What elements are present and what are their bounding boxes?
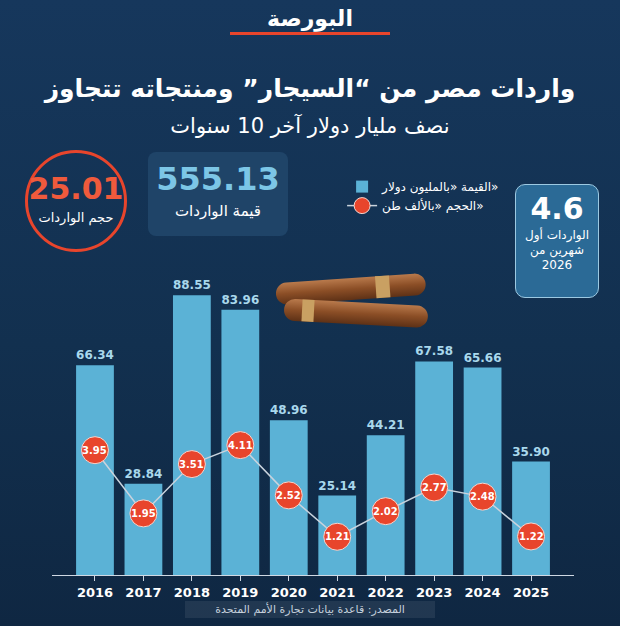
html-text:4.6: 4.6 xyxy=(530,191,584,226)
svg-text:2019: 2019 xyxy=(222,585,258,600)
html-text:قيمة الواردات: قيمة الواردات xyxy=(175,202,261,220)
svg-text:67.58: 67.58 xyxy=(415,344,453,358)
svg-text:2.77: 2.77 xyxy=(422,482,447,493)
svg-text:2.02: 2.02 xyxy=(373,506,398,517)
svg-text:2020: 2020 xyxy=(271,585,307,600)
html-text:واردات مصر من “السيجار” ومنتجا: واردات مصر من “السيجار” ومنتجاته تتجاوز xyxy=(44,74,576,103)
html-text:البورصة: البورصة xyxy=(267,6,353,31)
svg-text:2021: 2021 xyxy=(319,585,355,600)
svg-text:48.96: 48.96 xyxy=(270,403,308,417)
svg-text:66.34: 66.34 xyxy=(76,348,114,362)
html-text:حجم الواردات: حجم الواردات xyxy=(38,210,114,225)
svg-text:88.55: 88.55 xyxy=(173,278,211,292)
html-text:555.13: 555.13 xyxy=(156,160,280,198)
svg-text:44.21: 44.21 xyxy=(367,418,405,432)
svg-text:28.84: 28.84 xyxy=(125,467,163,481)
html-text:الواردات أول شهرين من 2026: الواردات أول شهرين من 2026 xyxy=(525,228,589,272)
svg-text:الحجم «بالألف طن»: الحجم «بالألف طن» xyxy=(382,198,483,214)
svg-text:1.95: 1.95 xyxy=(131,508,156,519)
svg-text:2023: 2023 xyxy=(416,585,452,600)
svg-text:1.22: 1.22 xyxy=(519,531,544,542)
svg-text:2018: 2018 xyxy=(174,585,210,600)
html-text:المصدر: قاعدة بيانات تجارة الأ: المصدر: قاعدة بيانات تجارة الأمم المتحدة xyxy=(215,603,405,616)
svg-text:القيمة «بالمليون دولار»: القيمة «بالمليون دولار» xyxy=(381,180,498,195)
html-text:25.01: 25.01 xyxy=(28,171,124,206)
svg-text:2017: 2017 xyxy=(125,585,161,600)
svg-text:2024: 2024 xyxy=(464,585,500,600)
svg-text:3.95: 3.95 xyxy=(82,445,107,456)
svg-text:1.21: 1.21 xyxy=(325,531,350,542)
svg-text:25.14: 25.14 xyxy=(318,479,356,493)
svg-text:35.90: 35.90 xyxy=(512,445,550,459)
html-text:نصف مليار دولار آخر 10 سنوات: نصف مليار دولار آخر 10 سنوات xyxy=(170,114,450,138)
svg-text:3.51: 3.51 xyxy=(179,459,204,470)
svg-text:4.11: 4.11 xyxy=(228,440,253,451)
svg-text:2.52: 2.52 xyxy=(276,490,301,501)
svg-text:2022: 2022 xyxy=(368,585,404,600)
svg-text:2025: 2025 xyxy=(513,585,549,600)
svg-text:83.96: 83.96 xyxy=(221,293,259,307)
svg-text:2016: 2016 xyxy=(77,585,113,600)
svg-text:65.66: 65.66 xyxy=(464,351,502,365)
svg-text:2.48: 2.48 xyxy=(470,491,495,502)
